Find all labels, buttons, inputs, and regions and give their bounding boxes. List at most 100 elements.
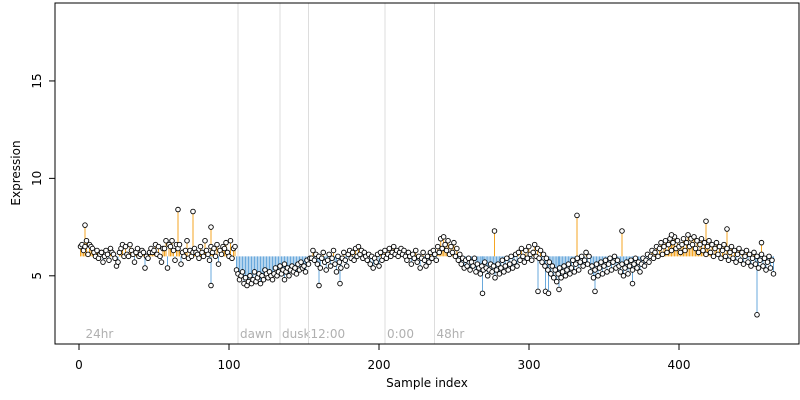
data-point [343,263,350,269]
data-point [349,249,356,256]
data-point [710,253,717,260]
data-point [277,263,283,269]
data-point [728,243,735,250]
data-point [694,237,700,244]
data-point [755,265,762,271]
data-point [320,249,326,256]
data-point [555,271,561,277]
data-point [641,263,648,269]
data-point [718,255,724,262]
data-point [242,274,249,281]
data-point [232,243,238,250]
data-point [722,253,729,260]
data-point [697,241,703,248]
data-point [568,265,575,271]
data-point [169,237,175,244]
data-point [412,247,419,254]
data-point [599,271,606,277]
data-point [326,251,332,258]
data-point [623,259,630,265]
data-point [82,222,88,228]
data-point [581,257,588,263]
data-point [725,257,732,263]
data-point [629,280,636,287]
phase-label: 0:00 [387,327,414,341]
data-point [511,259,517,265]
data-point [658,239,664,246]
data-point [181,253,187,260]
data-point [610,259,616,265]
data-point [565,261,572,267]
data-point [251,269,258,275]
data-point [417,265,423,271]
data-point [327,263,334,269]
y-axis: 5 10 15 [30,73,56,280]
data-point [754,253,760,260]
data-point [421,257,428,263]
data-point [703,218,709,224]
data-point [401,247,407,254]
plot-area: 24hr dawn dusk 12:00 0:00 48hr [77,3,777,344]
data-point [761,255,768,262]
data-point [491,228,498,234]
data-point [338,265,344,271]
data-point [559,269,566,275]
data-point [493,267,500,273]
data-point [176,241,183,248]
data-point [471,255,478,262]
data-point [314,261,321,267]
data-point [551,274,557,281]
data-point [436,249,442,256]
data-point [608,267,615,273]
data-point [629,267,636,273]
data-point [712,245,718,252]
data-point [506,261,513,267]
data-point [330,247,337,254]
data-point [700,247,706,254]
data-point [691,234,697,240]
data-point [170,247,177,254]
data-point [556,265,563,271]
data-point [429,255,435,262]
data-point [589,263,595,269]
data-point [435,243,441,250]
data-point [158,259,165,265]
data-point [439,245,445,252]
data-point [548,271,554,277]
data-point [172,257,178,263]
data-point [604,269,610,275]
x-tick-label: 400 [668,358,691,372]
data-point [508,253,514,260]
data-point [536,255,542,262]
data-point [652,249,658,256]
data-point [515,249,522,256]
data-point [539,259,545,265]
data-point [607,255,613,262]
data-point [751,249,757,256]
data-point [598,259,604,265]
data-point [451,239,457,246]
data-point [94,247,100,254]
data-point [301,263,307,269]
data-point [449,249,456,256]
data-point [122,243,129,250]
data-point [706,237,712,244]
data-point [408,261,415,267]
data-point [646,259,652,265]
data-point [247,273,253,279]
data-point [707,249,714,256]
data-point [730,255,736,262]
data-point [473,269,479,275]
data-point [390,243,397,250]
data-point [496,271,503,277]
data-point [505,267,511,273]
data-point [492,274,498,281]
data-point [592,288,598,295]
data-point [655,253,661,260]
data-point [709,241,715,248]
data-point [668,232,675,238]
data-point [724,245,730,252]
data-point [583,249,589,256]
phase-label: dusk [282,327,310,341]
data-point [573,261,579,267]
